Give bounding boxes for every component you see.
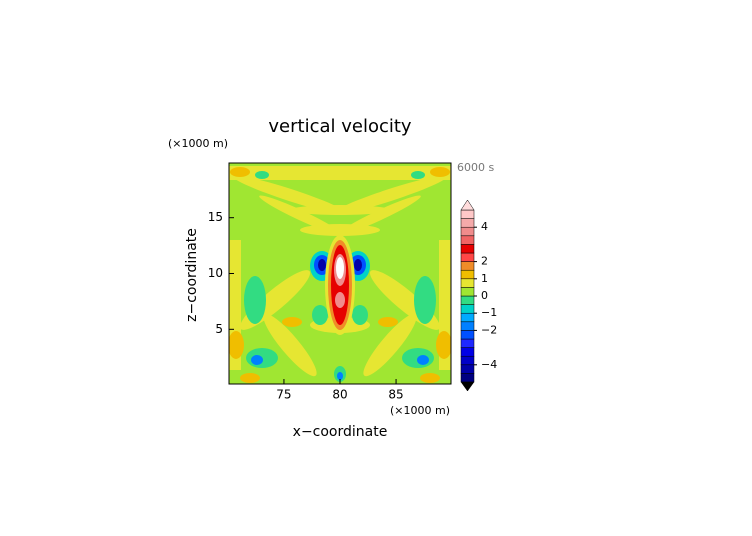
x-tick-label: 85 [388,388,403,402]
colorbar-band [460,295,475,305]
x-tick-label: 75 [276,388,291,402]
y-tick-label: 5 [215,322,223,336]
colorbar-band [460,209,475,219]
colorbar-tick-label: −1 [481,306,497,319]
y-unit: (×1000 m) [168,137,228,150]
chart-title: vertical velocity [268,116,412,137]
colorbar-band [460,226,475,237]
colorbar-band [460,373,475,383]
colorbar-band [460,312,475,323]
colorbar-band [460,330,475,340]
colorbar-tick-label: 0 [481,289,488,302]
colorbar-band [460,269,475,280]
colorbar-tick-label: −2 [481,323,497,336]
colorbar-band [460,287,475,297]
updraft-column [325,235,355,335]
colorbar-band [460,252,475,262]
colorbar-band [460,244,475,254]
colorbar-band [460,304,475,314]
y-axis-label: z−coordinate [184,228,200,322]
orange-patches [229,167,451,383]
colorbar-band [460,218,475,228]
colorbar-tick-label: 2 [481,255,488,268]
colorbar-band [460,321,475,331]
colorbar-band [460,347,475,357]
time-label: 6000 s [457,161,494,174]
y-tick-label: 10 [208,266,223,280]
colorbar-tick-label: −4 [481,358,497,371]
y-tick-label: 15 [208,210,223,224]
colorbar-band [460,364,475,374]
colorbar-over [460,199,475,211]
x-tick-label: 80 [332,388,347,402]
colorbar-band [460,278,475,288]
contour-field [229,163,451,384]
colorbar-under [460,381,475,392]
x-axis-label: x−coordinate [293,424,388,440]
colorbar-tick-label: 1 [481,272,488,285]
colorbar-band [460,338,475,348]
colorbar-tick-label: 4 [481,220,488,233]
colorbar-band [460,355,475,366]
x-unit: (×1000 m) [390,404,450,417]
colorbar-band [460,261,475,271]
colorbar-band [460,235,475,245]
